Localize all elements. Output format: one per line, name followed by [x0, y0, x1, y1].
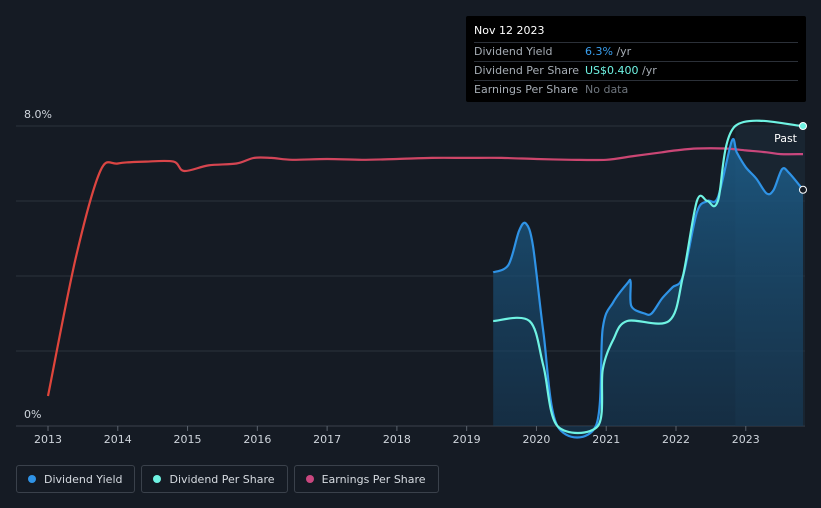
series-lines: [46, 119, 807, 439]
y-tick-label-bottom: 0%: [24, 408, 41, 421]
legend-earnings-per-share[interactable]: Earnings Per Share: [293, 465, 439, 493]
tooltip-date: Nov 12 2023: [474, 24, 545, 37]
tooltip-unit: /yr: [638, 64, 657, 77]
tooltip-unit: /yr: [612, 45, 632, 58]
tooltip-value: US$0.400: [585, 64, 639, 77]
y-axis-ticks: 8.0% 0%: [24, 108, 52, 421]
tooltip-label: Dividend Yield: [474, 45, 553, 58]
x-tick-label: 2020: [522, 433, 550, 446]
x-tick-label: 2022: [662, 433, 690, 446]
dividend-yield-line: [492, 138, 804, 439]
x-tick-label: 2015: [174, 433, 202, 446]
legend-label: Earnings Per Share: [321, 472, 426, 486]
legend-dot-icon: [305, 475, 314, 483]
x-tick-label: 2017: [313, 433, 341, 446]
dividend-yield-area: [493, 139, 803, 438]
past-label: Past: [774, 132, 798, 145]
legend-dot-icon: [153, 475, 162, 483]
tooltip-row-dividend-per-share: Dividend Per Share US$0.400 /yr: [474, 61, 798, 80]
tooltip-label: Dividend Per Share: [474, 64, 580, 77]
tooltip-row-dividend-yield: Dividend Yield 6.3% /yr: [474, 42, 798, 61]
x-tick-label: 2018: [383, 433, 411, 446]
x-tick-label: 2016: [243, 433, 271, 446]
x-tick-label: 2013: [34, 433, 62, 446]
legend-label: Dividend Per Share: [169, 472, 275, 486]
x-tick-label: 2021: [592, 433, 620, 446]
dividend-per-share-end-marker: [799, 122, 807, 130]
dividend-per-share-line: [493, 119, 804, 435]
tooltip-row-earnings-per-share: Earnings Per Share No data: [474, 80, 798, 99]
legend-label: Dividend Yield: [44, 472, 123, 486]
x-tick-label: 2019: [453, 433, 481, 446]
x-axis-ticks: 2013 2014 2015 2016 2017 2018 2019 2020 2021 2022…: [34, 426, 760, 446]
dividend-yield-end-marker: [799, 185, 807, 194]
tooltip-value: 6.3%: [585, 45, 613, 58]
x-tick-label: 2023: [732, 433, 760, 446]
chart-legend: Dividend Yield Dividend Per Share Earnin…: [16, 465, 439, 493]
tooltip-label: Earnings Per Share: [474, 83, 579, 96]
y-tick-label-top: 8.0%: [24, 108, 52, 121]
x-tick-label: 2014: [104, 433, 132, 446]
legend-dot-icon: [28, 475, 36, 483]
legend-dividend-per-share[interactable]: Dividend Per Share: [141, 465, 288, 493]
hover-tooltip: Nov 12 2023 Dividend Yield 6.3% /yr Divi…: [466, 16, 806, 102]
tooltip-value: No data: [585, 83, 629, 96]
legend-dividend-yield[interactable]: Dividend Yield: [16, 465, 136, 493]
earnings-per-share-line: [46, 147, 804, 397]
